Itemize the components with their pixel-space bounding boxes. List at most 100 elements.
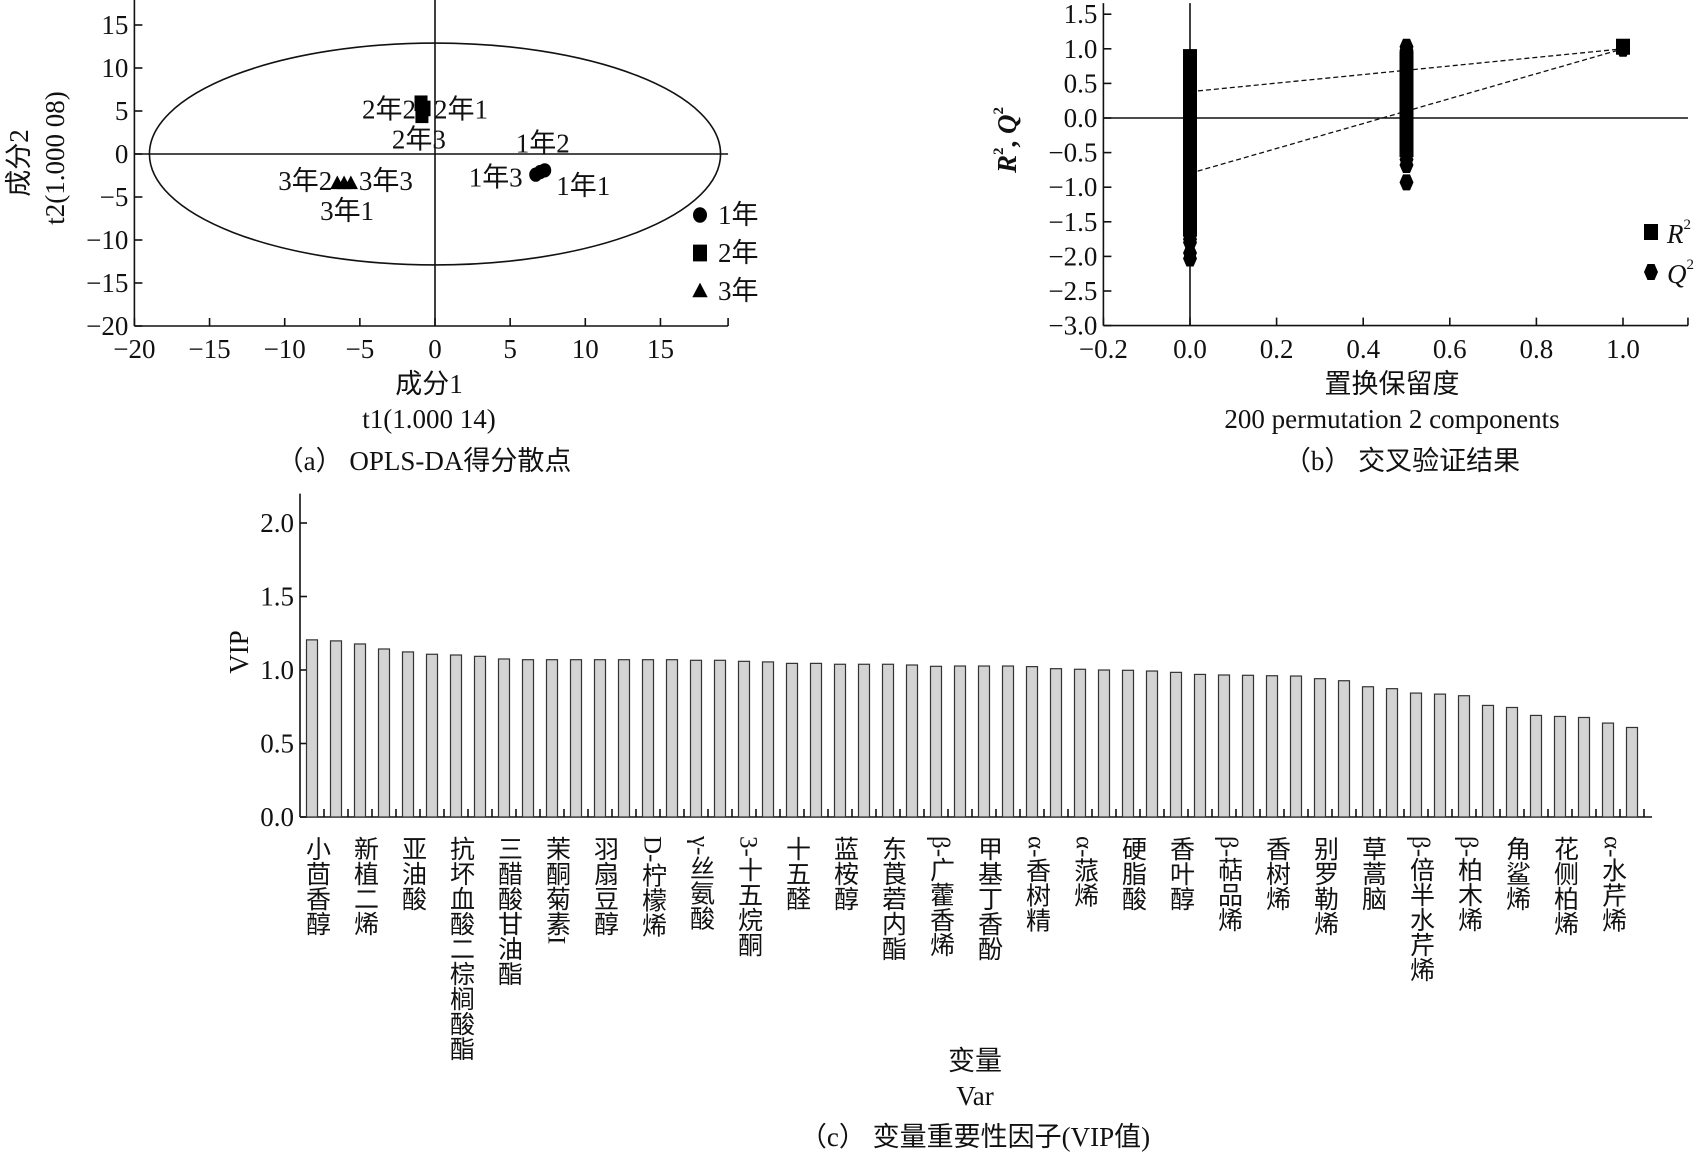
y-axis-title: R2, Q2 [991, 107, 1022, 174]
y-tick-label: −10 [86, 225, 128, 255]
vip-bar [785, 662, 799, 818]
x-category-label: 香叶醇 [1167, 836, 1196, 911]
x-axis-title: 成分1 [395, 369, 463, 399]
vip-bar [1121, 669, 1135, 818]
vip-bar [1241, 674, 1255, 818]
x-axis-subtitle: Var [956, 1081, 993, 1111]
vip-bar [1097, 669, 1111, 818]
vip-bar [1625, 726, 1639, 818]
legend-label-sup: 2 [1684, 217, 1692, 233]
vip-bar [353, 643, 367, 818]
vip-bar [1361, 686, 1375, 818]
vip-bar [1577, 716, 1591, 818]
y-tick-label: 1.5 [260, 582, 294, 612]
point-label: 2年1 [434, 94, 488, 124]
vip-bar [953, 665, 967, 818]
x-category-label: 硬脂酸 [1119, 836, 1148, 911]
x-category-label: 角鲨烯 [1503, 836, 1531, 911]
x-category-label: 蓝桉醇 [831, 836, 860, 911]
data-point-q2 [1399, 174, 1414, 191]
vip-bar [521, 659, 535, 818]
x-tick-label: 15 [647, 334, 674, 364]
y-tick-label: 1.0 [260, 655, 294, 685]
data-point-triangle [330, 175, 345, 190]
vip-bar [593, 659, 607, 818]
x-category-label: β-萜品烯 [1215, 836, 1243, 932]
vip-bar [1193, 673, 1207, 818]
legend-marker-triangle [692, 282, 708, 298]
vip-bar [881, 663, 895, 818]
vip-bar [1217, 674, 1231, 818]
x-axis-title: 置换保留度 [1325, 369, 1460, 399]
legend-marker-q2 [1644, 264, 1658, 280]
caption: （a） OPLS-DA得分散点 [277, 446, 572, 476]
x-category-label: γ-丝氨酸 [687, 835, 716, 930]
vip-bar [1169, 671, 1183, 818]
y-tick-label: 0.5 [1064, 68, 1098, 98]
vip-bar [1289, 675, 1303, 818]
vip-bar [1385, 688, 1399, 818]
vip-bar [545, 659, 559, 818]
x-category-label: 草蒿脑 [1359, 836, 1388, 911]
point-label: 3年1 [320, 196, 374, 226]
x-axis-subtitle: 200 permutation 2 components [1224, 404, 1559, 434]
y-tick-label: 1.5 [1064, 0, 1098, 29]
vip-bar [1313, 678, 1327, 818]
x-category-label: α-香树精 [1023, 836, 1052, 932]
y-axis-title: 成分2 [4, 129, 34, 197]
vip-bar [1145, 670, 1159, 818]
legend-marker-circle [693, 207, 707, 223]
x-tick-label: 0 [428, 334, 442, 364]
permutation-validation-plot: −0.2 0.0 0.2 0.4 0.6 0.8 1.0 1.5 1.0 0.5 0.0 −0.5 −1… [991, 0, 1694, 476]
vip-bar [1409, 692, 1423, 818]
vip-bar [305, 639, 319, 818]
vip-bar [617, 659, 631, 818]
y-tick-label: 10 [101, 53, 128, 83]
x-category-label: 茉酮菊素I [543, 836, 572, 944]
vip-bar [977, 665, 991, 818]
data-point-r2 [1183, 49, 1197, 66]
hotelling-t2-ellipse [148, 42, 722, 266]
data-point-q2 [1399, 38, 1414, 55]
x-tick-label: 1.0 [1606, 334, 1640, 364]
legend-label: Q2 [1667, 257, 1694, 289]
y-axis-subtitle: t2(1.000 08) [40, 91, 70, 224]
y-tick-label: −2.5 [1048, 276, 1097, 306]
y-tick-label: −1.0 [1048, 172, 1097, 202]
vip-bar [329, 640, 343, 818]
y-tick-label: −15 [86, 268, 128, 298]
y-axis-title-r: R [992, 155, 1022, 174]
legend-label-base: Q [1667, 259, 1687, 289]
vip-bar [641, 659, 655, 818]
vip-bar [857, 663, 871, 818]
legend-marker-r2 [1644, 224, 1658, 240]
x-category-label: α-水芹烯 [1599, 836, 1628, 932]
y-tick-label: 1.0 [1064, 34, 1098, 64]
y-tick-label: 15 [101, 10, 128, 40]
x-tick-label: 0.6 [1433, 334, 1467, 364]
x-tick-label: 5 [503, 334, 517, 364]
y-axis-title-sup: 2 [991, 107, 1007, 115]
x-tick-label: −20 [113, 334, 155, 364]
vip-bar [449, 654, 463, 818]
x-axis-subtitle: t1(1.000 14) [362, 404, 495, 434]
y-tick-label: −0.5 [1048, 138, 1097, 168]
vip-bar [737, 660, 751, 818]
x-category-label: 花侧柏烯 [1551, 836, 1580, 936]
x-category-label: β-广藿香烯 [927, 836, 956, 957]
y-tick-label: −2.0 [1048, 241, 1097, 271]
vip-bar [929, 665, 943, 818]
vip-bar [761, 661, 775, 818]
y-tick-label: −3.0 [1048, 311, 1097, 341]
x-tick-label: 0.2 [1260, 334, 1294, 364]
x-category-label: β-柏木烯 [1455, 836, 1484, 932]
point-label: 1年1 [556, 171, 610, 201]
x-category-label: 小茴香醇 [303, 836, 332, 936]
x-tick-label: 10 [572, 334, 599, 364]
vip-bar [401, 651, 415, 818]
vip-bar [809, 662, 823, 818]
point-label: 3年3 [359, 166, 413, 196]
y-tick-label: 0.0 [1064, 103, 1098, 133]
x-tick-label: 0.0 [1173, 334, 1207, 364]
